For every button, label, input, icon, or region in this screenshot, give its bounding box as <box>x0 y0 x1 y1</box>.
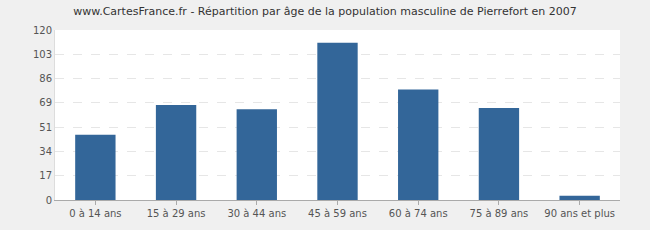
svg-text:51: 51 <box>39 122 52 133</box>
svg-text:30 à 44 ans: 30 à 44 ans <box>227 208 286 219</box>
svg-text:0: 0 <box>46 195 52 206</box>
svg-text:103: 103 <box>33 49 52 60</box>
svg-text:90 ans et plus: 90 ans et plus <box>544 208 615 219</box>
svg-text:www.CartesFrance.fr - Répartit: www.CartesFrance.fr - Répartition par âg… <box>73 5 577 18</box>
svg-text:15 à 29 ans: 15 à 29 ans <box>147 208 206 219</box>
svg-text:69: 69 <box>39 97 52 108</box>
svg-text:0 à 14 ans: 0 à 14 ans <box>69 208 121 219</box>
svg-text:17: 17 <box>39 170 52 181</box>
svg-text:60 à 74 ans: 60 à 74 ans <box>389 208 448 219</box>
svg-text:34: 34 <box>39 146 52 157</box>
svg-text:75 à 89 ans: 75 à 89 ans <box>470 208 529 219</box>
svg-text:120: 120 <box>33 25 52 36</box>
svg-text:45 à 59 ans: 45 à 59 ans <box>308 208 367 219</box>
svg-text:86: 86 <box>39 73 52 84</box>
